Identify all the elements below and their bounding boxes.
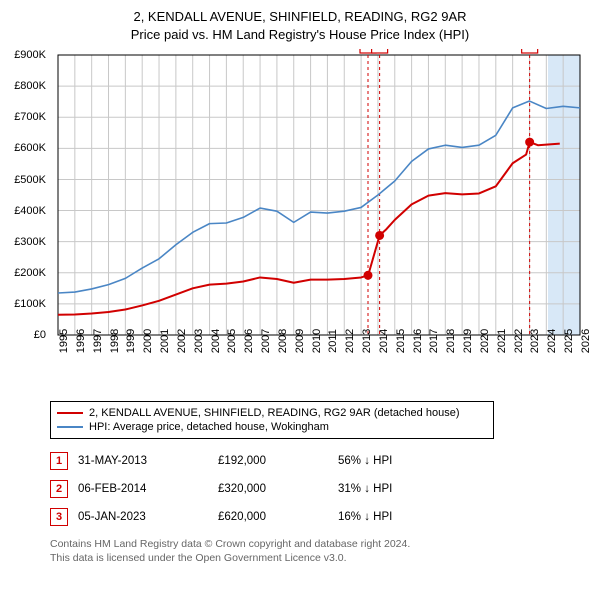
- x-tick-label: 2007: [260, 329, 272, 353]
- sale-delta: 56% ↓ HPI: [338, 447, 402, 475]
- x-tick-label: 2011: [327, 329, 339, 353]
- y-tick-label: £700K: [14, 111, 46, 123]
- sales-row: 3 05-JAN-2023£620,00016% ↓ HPI: [50, 503, 402, 531]
- x-tick-label: 2020: [479, 329, 491, 353]
- legend-item: HPI: Average price, detached house, Woki…: [57, 420, 487, 434]
- legend-swatch: [57, 412, 83, 414]
- x-tick-label: 2001: [159, 329, 171, 353]
- sale-date: 05-JAN-2023: [78, 503, 218, 531]
- x-tick-label: 2009: [294, 329, 306, 353]
- attribution-footer: Contains HM Land Registry data © Crown c…: [50, 537, 590, 565]
- legend: 2, KENDALL AVENUE, SHINFIELD, READING, R…: [50, 401, 494, 439]
- x-tick-label: 2023: [529, 329, 541, 353]
- x-tick-label: 2014: [378, 329, 390, 353]
- x-tick-label: 1999: [125, 329, 137, 353]
- y-tick-label: £500K: [14, 174, 46, 186]
- title-line-1: 2, KENDALL AVENUE, SHINFIELD, READING, R…: [10, 8, 590, 26]
- svg-text:2: 2: [377, 49, 383, 52]
- x-tick-label: 2016: [412, 329, 424, 353]
- x-tick-label: 2024: [546, 329, 558, 353]
- x-tick-label: 2026: [580, 329, 592, 353]
- sale-delta: 16% ↓ HPI: [338, 503, 402, 531]
- y-tick-label: £600K: [14, 142, 46, 154]
- svg-text:1: 1: [365, 49, 371, 52]
- x-tick-label: 1996: [75, 329, 87, 353]
- y-tick-label: £100K: [14, 298, 46, 310]
- x-tick-label: 2017: [428, 329, 440, 353]
- y-tick-label: £900K: [14, 49, 46, 61]
- sale-date: 06-FEB-2014: [78, 475, 218, 503]
- x-tick-label: 2012: [344, 329, 356, 353]
- figure-container: 2, KENDALL AVENUE, SHINFIELD, READING, R…: [0, 0, 600, 575]
- price-chart: 1 2 3 £0 £100K £200K £300K £400K £500K £600K £700…: [10, 49, 590, 389]
- x-tick-label: 2004: [210, 329, 222, 353]
- x-tick-label: 2022: [513, 329, 525, 353]
- x-tick-label: 2002: [176, 329, 188, 353]
- x-tick-label: 2000: [142, 329, 154, 353]
- legend-item: 2, KENDALL AVENUE, SHINFIELD, READING, R…: [57, 406, 487, 420]
- x-tick-label: 1997: [92, 329, 104, 353]
- title-line-2: Price paid vs. HM Land Registry's House …: [10, 26, 590, 44]
- x-tick-label: 1995: [58, 329, 70, 353]
- x-tick-label: 2013: [361, 329, 373, 353]
- svg-text:3: 3: [527, 49, 533, 52]
- x-tick-label: 2003: [193, 329, 205, 353]
- sale-marker-box: 2: [50, 480, 68, 498]
- y-tick-label: £200K: [14, 267, 46, 279]
- sales-row: 1 31-MAY-2013£192,00056% ↓ HPI: [50, 447, 402, 475]
- y-tick-label: £300K: [14, 236, 46, 248]
- legend-swatch: [57, 426, 83, 428]
- x-tick-label: 2008: [277, 329, 289, 353]
- footer-line-1: Contains HM Land Registry data © Crown c…: [50, 537, 590, 551]
- y-tick-label: £400K: [14, 205, 46, 217]
- legend-label: 2, KENDALL AVENUE, SHINFIELD, READING, R…: [89, 407, 459, 419]
- footer-line-2: This data is licensed under the Open Gov…: [50, 551, 590, 565]
- x-tick-label: 2006: [243, 329, 255, 353]
- sale-marker-box: 3: [50, 508, 68, 526]
- x-tick-label: 2010: [311, 329, 323, 353]
- sales-row: 2 06-FEB-2014£320,00031% ↓ HPI: [50, 475, 402, 503]
- sale-marker-box: 1: [50, 452, 68, 470]
- x-tick-label: 2025: [563, 329, 575, 353]
- x-tick-label: 2015: [395, 329, 407, 353]
- x-tick-label: 2021: [496, 329, 508, 353]
- x-tick-label: 2019: [462, 329, 474, 353]
- y-tick-label: £800K: [14, 80, 46, 92]
- sale-price: £192,000: [218, 447, 338, 475]
- x-tick-label: 1998: [109, 329, 121, 353]
- sale-price: £320,000: [218, 475, 338, 503]
- sale-delta: 31% ↓ HPI: [338, 475, 402, 503]
- x-tick-label: 2005: [226, 329, 238, 353]
- sale-price: £620,000: [218, 503, 338, 531]
- x-tick-label: 2018: [445, 329, 457, 353]
- sale-date: 31-MAY-2013: [78, 447, 218, 475]
- sales-table: 1 31-MAY-2013£192,00056% ↓ HPI 2 06-FEB-201…: [50, 447, 402, 531]
- legend-label: HPI: Average price, detached house, Woki…: [89, 421, 329, 433]
- title-block: 2, KENDALL AVENUE, SHINFIELD, READING, R…: [10, 8, 590, 43]
- y-tick-label: £0: [34, 329, 46, 341]
